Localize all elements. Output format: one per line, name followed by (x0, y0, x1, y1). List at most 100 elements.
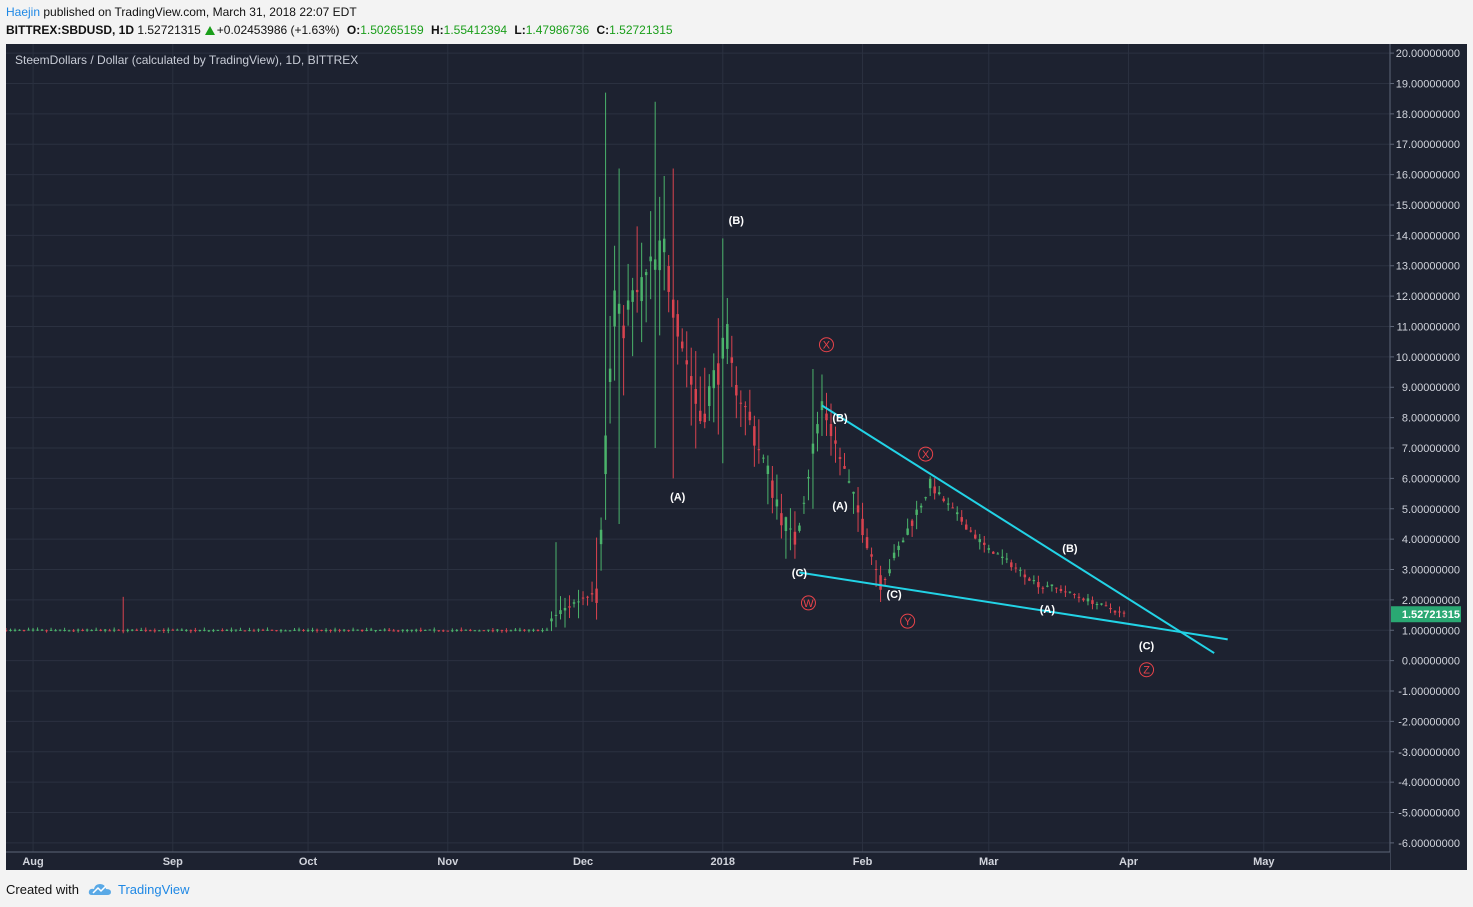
wave-circle (900, 613, 916, 629)
candle-body (942, 498, 945, 502)
high-label: H: (430, 23, 444, 37)
candle-body (559, 610, 562, 615)
time-axis-bg (6, 852, 1390, 870)
tradingview-cloud-icon (88, 881, 112, 902)
wave-circle (818, 337, 834, 353)
price-tick-label: 9.00000000 (1402, 382, 1460, 394)
candle-body (360, 629, 364, 632)
candle-body (685, 360, 688, 365)
candle-body (901, 540, 905, 543)
candle-body (509, 630, 513, 632)
candle-body (784, 517, 788, 532)
candle-body (1046, 585, 1049, 587)
candle-body (405, 629, 409, 631)
candle-body (1118, 611, 1121, 613)
wave-annotations: (B) (A) X (B) (A) (C) W X (C) Y (B) (A) (C) Z (670, 215, 1155, 678)
candle-body (9, 629, 12, 631)
candle-body (937, 492, 941, 495)
price-tick-label: -6.00000000 (1398, 838, 1460, 850)
candle-body (45, 630, 48, 632)
candle-body (221, 630, 224, 632)
candle-body (541, 630, 544, 632)
candle-body (72, 630, 75, 632)
trendlines[interactable] (799, 404, 1228, 654)
wave-label: (A) (1040, 604, 1056, 616)
candle-body (978, 539, 981, 543)
candle-body (1014, 567, 1018, 569)
time-tick-label: 2018 (711, 856, 735, 868)
candle-body (415, 629, 418, 631)
candle-body (500, 630, 504, 632)
candle-body (419, 629, 422, 631)
candle-body (983, 542, 986, 545)
candle-body (1095, 603, 1099, 605)
candle-body (883, 579, 887, 581)
candle-body (662, 238, 666, 253)
grid-lines (6, 44, 1390, 852)
wave-circle (800, 595, 816, 611)
candle-body (333, 629, 337, 631)
candle-body (843, 466, 846, 469)
candle-body (554, 614, 558, 616)
candle-body (955, 512, 959, 515)
price-tick-label: -3.00000000 (1398, 747, 1460, 759)
candle-body (816, 424, 819, 434)
candle-body (216, 629, 220, 631)
time-tick-label: Feb (853, 856, 873, 868)
price-chart[interactable]: (B) (A) X (B) (A) (C) W X (C) Y (B) (A) (C) Z 20.0000… (6, 44, 1467, 870)
candle-body (342, 629, 346, 631)
candle-body (870, 554, 873, 557)
candle-body (744, 406, 747, 408)
candle-body (239, 629, 242, 631)
candle-body (162, 629, 166, 631)
candle-body (874, 569, 878, 571)
candle-body (861, 518, 864, 536)
candle-body (315, 629, 319, 631)
candle-body (992, 551, 995, 554)
time-axis[interactable]: Aug Sep Oct Nov Dec 2018 Feb Mar Apr May (6, 851, 1390, 870)
candle-body (644, 272, 648, 276)
candle-body (775, 499, 779, 507)
candle-body (1019, 569, 1022, 571)
price-tick-label: 6.00000000 (1402, 473, 1460, 485)
candle-body (563, 607, 567, 611)
candle-body (189, 630, 193, 632)
candle-body (1077, 596, 1081, 598)
candle-body (703, 413, 707, 423)
candle-body (22, 629, 26, 631)
candle-body (6, 630, 8, 632)
price-tick-label: 3.00000000 (1402, 565, 1460, 577)
candle-body (581, 597, 585, 599)
low-label: L: (514, 23, 526, 37)
candle-body (194, 630, 197, 632)
candle-body (599, 529, 603, 545)
candle-body (1010, 562, 1013, 568)
candle-body (207, 630, 211, 632)
candle-body (631, 290, 634, 302)
candle-body (689, 376, 693, 385)
candle-body (780, 513, 783, 526)
candle-body (185, 629, 188, 631)
candle-body (279, 630, 283, 632)
candle-body (996, 553, 1000, 555)
chart-panel[interactable]: (B) (A) X (B) (A) (C) W X (C) Y (B) (A) (C) Z 20.0000… (6, 44, 1467, 870)
candle-body (951, 507, 954, 509)
chart-title: SteemDollars / Dollar (calculated by Tra… (15, 53, 358, 67)
candle-body (149, 630, 152, 632)
author-link[interactable]: Haejin (6, 5, 41, 19)
candle-body (135, 629, 138, 631)
candle-body (807, 476, 810, 479)
candle-body (518, 629, 522, 631)
candle-body (108, 630, 111, 632)
price-tick-label: 1.00000000 (1402, 625, 1460, 637)
price-axis[interactable]: 20.00000000 19.00000000 18.00000000 17.0000… (1389, 44, 1467, 870)
candle-body (464, 629, 468, 631)
candle-body (117, 629, 120, 631)
wave-label-w: W (803, 598, 814, 610)
candle-body (536, 629, 540, 631)
candle-body (969, 530, 972, 532)
tradingview-link[interactable]: TradingView (118, 882, 190, 897)
candle-body (856, 505, 860, 513)
ohlc-line: BITTREX:SBDUSD, 1D 1.52721315 +0.02453986… (6, 23, 673, 37)
candle-body (626, 300, 630, 310)
